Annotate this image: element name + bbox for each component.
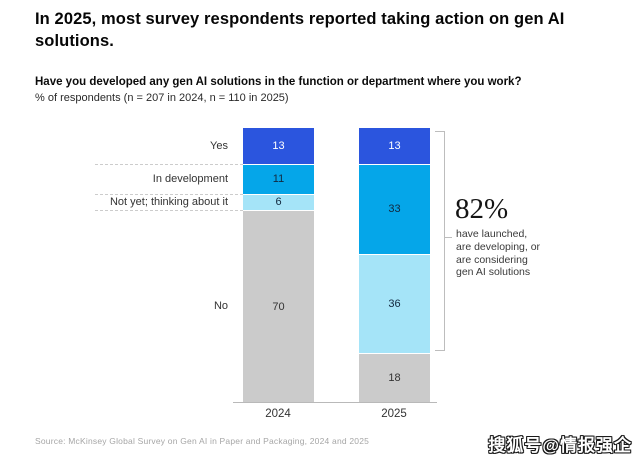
category-label-not-yet-thinking-about-it: Not yet; thinking about it [109, 195, 228, 208]
annotation-percent: 82% [455, 193, 509, 225]
annotation-line-4: gen AI solutions [456, 266, 531, 279]
bar-segment-2025-yes: 13 [359, 128, 430, 164]
segment-value: 33 [388, 203, 401, 216]
segment-value: 18 [388, 371, 401, 384]
axis-baseline [233, 402, 437, 403]
segment-value: 11 [272, 173, 285, 186]
x-axis-label-2025: 2025 [381, 408, 407, 420]
dashed-leader-line [95, 163, 243, 165]
bar-segment-2025-no: 18 [359, 352, 430, 402]
bracket-line [444, 131, 445, 351]
annotation-line-3: are considering [456, 253, 528, 266]
category-label-in-development: In development [152, 172, 228, 185]
respondents-note: % of respondents (n = 207 in 2024, n = 1… [35, 92, 289, 104]
page-title: In 2025, most survey respondents reporte… [35, 10, 565, 50]
segment-value: 70 [272, 300, 285, 313]
annotation-line-1: have launched, [456, 228, 528, 240]
category-label-no: No [213, 300, 228, 313]
bar-segment-2024-not-yet-thinking-about-it: 6 [243, 193, 314, 211]
annotation-line-2: are developing, or [456, 240, 541, 253]
survey-question: Have you developed any gen AI solutions … [35, 76, 522, 88]
segment-value: 36 [388, 297, 401, 310]
bar-segment-2024-yes: 13 [243, 128, 314, 164]
dashed-leader-line [95, 193, 243, 195]
source-note: Source: McKinsey Global Survey on Gen AI… [35, 436, 370, 446]
segment-value: 6 [275, 196, 282, 209]
bar-segment-2024-in-development: 11 [243, 163, 314, 194]
bar-segment-2025-not-yet-thinking-about-it: 36 [359, 254, 430, 353]
annotation-text: have launched, are developing, or are co… [456, 228, 540, 279]
watermark: 搜狐号@情报强企 [488, 436, 632, 455]
segment-value: 13 [272, 139, 285, 152]
bracket-middle-tick [444, 237, 452, 238]
category-label-yes: Yes [210, 139, 228, 152]
bar-segment-2024-no: 70 [243, 210, 314, 402]
dashed-leader-line [95, 210, 243, 212]
segment-value: 13 [388, 139, 401, 152]
bracket-bottom-tick [435, 350, 444, 351]
bar-segment-2025-in-development: 33 [359, 163, 430, 255]
bracket-top-tick [435, 131, 444, 132]
x-axis-label-2024: 2024 [265, 408, 291, 420]
